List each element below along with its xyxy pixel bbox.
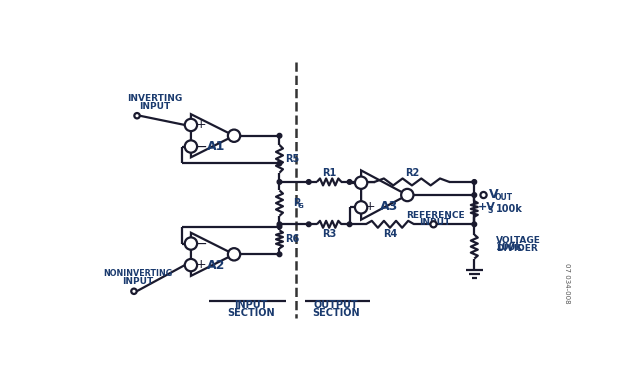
Circle shape xyxy=(472,193,477,197)
Text: 5: 5 xyxy=(188,261,194,270)
Text: 07 034-008: 07 034-008 xyxy=(564,263,570,304)
Text: 100k: 100k xyxy=(496,204,523,214)
Circle shape xyxy=(134,113,140,119)
Circle shape xyxy=(307,222,311,227)
Circle shape xyxy=(185,237,197,250)
Circle shape xyxy=(185,119,197,131)
Circle shape xyxy=(277,134,282,138)
Text: +: + xyxy=(365,200,376,213)
Text: R5: R5 xyxy=(285,154,299,164)
Text: R: R xyxy=(293,198,301,208)
Text: +: + xyxy=(196,258,206,271)
Circle shape xyxy=(472,222,477,227)
Text: R1: R1 xyxy=(322,168,336,178)
Text: R2: R2 xyxy=(405,168,419,178)
Circle shape xyxy=(277,252,282,257)
Text: R3: R3 xyxy=(322,229,336,239)
Text: DIVIDER: DIVIDER xyxy=(496,245,538,254)
Circle shape xyxy=(307,180,311,184)
Text: +: + xyxy=(196,118,206,131)
Text: SECTION: SECTION xyxy=(312,308,360,318)
Text: A1: A1 xyxy=(207,140,225,153)
Text: R6: R6 xyxy=(285,234,299,244)
Text: S: S xyxy=(488,206,493,215)
Text: INPUT: INPUT xyxy=(139,102,170,111)
Text: V: V xyxy=(489,188,499,201)
Text: 7: 7 xyxy=(231,250,237,259)
Text: −: − xyxy=(365,176,376,190)
Circle shape xyxy=(277,222,282,227)
Text: +V: +V xyxy=(478,202,496,212)
Text: INPUT: INPUT xyxy=(234,300,268,310)
Text: −: − xyxy=(195,236,207,251)
Text: 100k: 100k xyxy=(496,242,523,252)
Text: 6: 6 xyxy=(188,239,194,248)
Circle shape xyxy=(277,224,282,229)
Text: 2: 2 xyxy=(188,142,194,151)
Text: OUTPUT: OUTPUT xyxy=(314,300,358,310)
Circle shape xyxy=(401,189,413,201)
Text: A2: A2 xyxy=(207,258,225,272)
Circle shape xyxy=(277,180,282,184)
Text: VOLTAGE: VOLTAGE xyxy=(496,236,541,245)
Text: 1: 1 xyxy=(231,131,237,140)
Circle shape xyxy=(228,248,240,260)
Circle shape xyxy=(431,221,436,227)
Circle shape xyxy=(355,177,367,189)
Text: −: − xyxy=(195,140,207,153)
Text: REFERENCE: REFERENCE xyxy=(406,211,465,220)
Text: G: G xyxy=(298,203,304,209)
Circle shape xyxy=(185,140,197,153)
Text: A3: A3 xyxy=(380,200,398,213)
Circle shape xyxy=(131,289,137,294)
Circle shape xyxy=(228,129,240,142)
Text: SECTION: SECTION xyxy=(227,308,275,318)
Circle shape xyxy=(277,161,282,166)
Text: 2: 2 xyxy=(358,178,364,187)
Circle shape xyxy=(472,180,477,184)
Circle shape xyxy=(355,201,367,214)
Circle shape xyxy=(481,192,486,198)
Text: INVERTING: INVERTING xyxy=(127,94,182,103)
Circle shape xyxy=(185,259,197,271)
Text: 3: 3 xyxy=(358,203,364,212)
Circle shape xyxy=(348,222,352,227)
Circle shape xyxy=(348,180,352,184)
Text: NONINVERTING: NONINVERTING xyxy=(103,269,172,278)
Text: INPUT: INPUT xyxy=(419,218,451,227)
Text: 6: 6 xyxy=(404,190,410,200)
Text: R4: R4 xyxy=(383,229,397,239)
Text: INPUT: INPUT xyxy=(122,277,154,286)
Text: 3: 3 xyxy=(188,120,194,129)
Text: OUT: OUT xyxy=(495,193,513,202)
